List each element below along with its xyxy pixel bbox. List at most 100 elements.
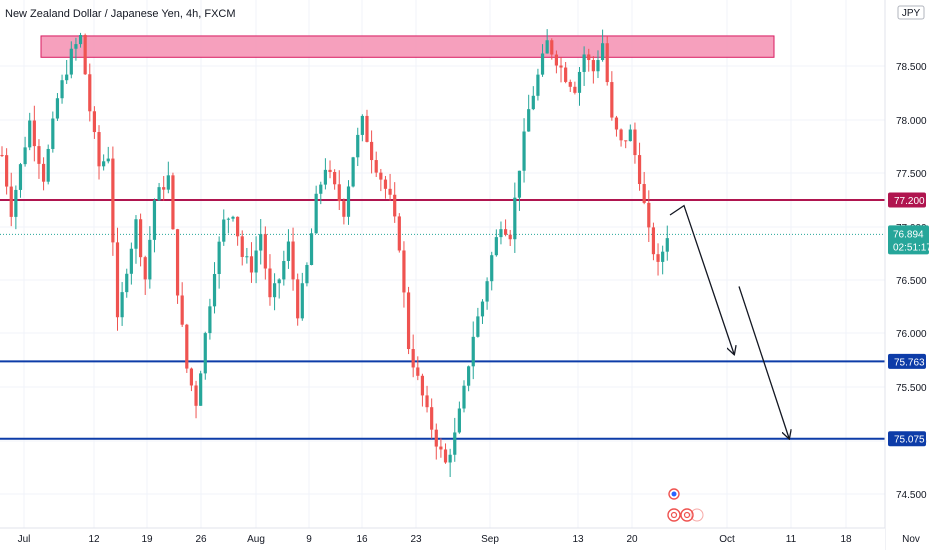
projection-arrow-2[interactable]: [738, 286, 789, 438]
candle-body: [545, 40, 549, 54]
candle: [231, 215, 235, 222]
candle-body: [665, 238, 669, 252]
candle-body: [226, 218, 230, 220]
time-tick-label: 20: [626, 534, 638, 545]
candle: [545, 29, 549, 54]
candle: [665, 225, 669, 261]
candle: [467, 365, 471, 392]
candle: [656, 243, 660, 276]
candle: [51, 111, 55, 153]
candle-body: [596, 60, 600, 72]
dividend-event-icon[interactable]: [667, 508, 681, 522]
candle: [222, 209, 226, 246]
candle: [462, 380, 466, 413]
candle-body: [383, 179, 388, 189]
candle-body: [517, 170, 522, 198]
candle: [420, 373, 425, 407]
candle: [457, 401, 461, 434]
news-event-dot-icon: [671, 491, 677, 497]
candle-body: [60, 80, 64, 99]
event-icons[interactable]: [667, 488, 704, 522]
projection-arrow-1[interactable]: [669, 204, 734, 354]
candle: [568, 79, 572, 92]
candle-body: [319, 184, 323, 194]
time-tick-label: 18: [840, 534, 852, 545]
candle: [69, 41, 73, 79]
candle: [633, 122, 637, 164]
split-event-icon[interactable]: [690, 508, 704, 522]
candle-body: [208, 306, 212, 334]
candle: [291, 227, 295, 291]
candle-body: [619, 129, 623, 141]
candle: [88, 63, 92, 122]
candle: [106, 146, 110, 164]
candle-body: [499, 229, 503, 238]
resistance-zone-layer: [40, 35, 775, 58]
candle-body: [337, 184, 341, 202]
candle-body: [291, 241, 295, 280]
candle: [162, 176, 166, 201]
earnings-event-icon[interactable]: [680, 508, 694, 522]
candle: [337, 170, 341, 211]
candle: [374, 151, 378, 178]
price-tick-label: 77.500: [896, 169, 927, 180]
candle: [596, 50, 600, 79]
candle-body: [360, 115, 364, 135]
candle-body: [333, 172, 337, 185]
candle: [439, 438, 443, 458]
candle: [564, 61, 568, 84]
currency-badge: JPY: [897, 5, 925, 20]
resistance-zone[interactable]: [40, 35, 775, 58]
candle: [614, 115, 619, 137]
candle: [175, 228, 180, 304]
candle-body: [527, 109, 531, 132]
candle: [370, 130, 374, 174]
candle-body: [448, 454, 452, 463]
candle: [661, 245, 665, 275]
current-price-label: 76.894: [893, 229, 924, 240]
candle: [152, 198, 157, 253]
candle-body: [249, 256, 254, 273]
price-tick-label: 78.500: [896, 62, 927, 73]
candle: [591, 56, 595, 84]
candle: [406, 286, 411, 355]
candle: [494, 229, 498, 257]
candle-body: [323, 169, 327, 185]
candle-body: [416, 367, 420, 376]
candle: [651, 222, 656, 261]
candle: [282, 250, 286, 286]
candle-body: [203, 333, 207, 374]
time-tick-label: Sep: [481, 534, 499, 545]
candle-body: [180, 295, 184, 325]
candle-body: [536, 74, 540, 96]
candle-body: [559, 65, 563, 68]
price-tick-label: 78.000: [896, 116, 927, 127]
candle-body: [92, 111, 96, 133]
candle: [605, 36, 609, 86]
candle: [226, 217, 230, 234]
candle: [18, 162, 23, 198]
candle-body: [106, 158, 110, 162]
candle-body: [508, 234, 512, 240]
price-axis[interactable]: 75.00075.50076.00076.50077.00077.50078.0…: [884, 0, 932, 550]
candle: [171, 172, 175, 230]
candle-body: [471, 336, 475, 367]
candle: [296, 273, 300, 326]
candle: [125, 268, 129, 298]
time-axis[interactable]: Jul 12 19 26 Aug 9 16 23 Sep 13 20 Oct 11 18 Nov: [0, 527, 920, 550]
candle-body: [503, 229, 508, 235]
candle-body: [102, 161, 106, 167]
candle-body: [439, 446, 443, 450]
candle: [333, 169, 337, 190]
candle: [115, 227, 120, 331]
candle: [46, 144, 50, 185]
candle-body: [356, 134, 360, 158]
candle-body: [402, 250, 406, 293]
horizontal-levels-layer: [0, 198, 885, 440]
candle: [559, 57, 563, 83]
candle: [485, 277, 489, 310]
time-tick-label: Aug: [247, 534, 265, 545]
candle-body: [370, 141, 374, 161]
